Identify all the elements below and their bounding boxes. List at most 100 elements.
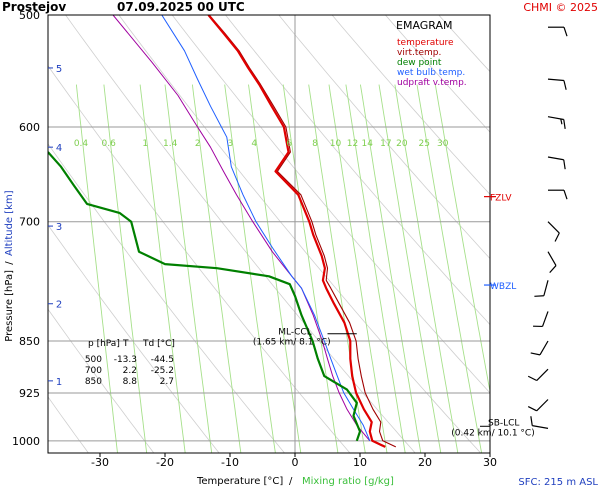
- x-axis-label-sep: /: [289, 476, 293, 487]
- altitude-tick-label: 2: [56, 300, 62, 311]
- dry-adiabat-line: [48, 143, 286, 453]
- table-cell: 2.2: [123, 366, 137, 376]
- mixing-ratio-line: [248, 84, 302, 453]
- dry-adiabat-line: [331, 15, 490, 195]
- mixing-ratio-label: 10: [330, 139, 342, 149]
- mixing-ratio-line: [191, 84, 242, 453]
- dry-adiabat-line: [48, 396, 89, 453]
- tick-labels-group: 0.4 0.6 1 1.4 2 3 4 6 8 10 12 14 17 20 25 3050060070085…: [12, 9, 497, 469]
- sfc-label: SFC: 215 m ASL: [518, 477, 598, 488]
- altitude-tick-label: 3: [56, 222, 62, 233]
- mixing-ratio-label: 4: [251, 139, 257, 149]
- pressure-tick-label: 850: [19, 335, 40, 348]
- wind-barb-staff: [539, 340, 549, 356]
- series-line-dew-point: [48, 151, 362, 442]
- temperature-tick-label: -20: [156, 456, 174, 469]
- mixing-ratio-label: 1.4: [163, 139, 178, 149]
- wind-barb-flag: [530, 416, 533, 426]
- x-axis-label-mixing: Mixing ratio [g/kg]: [302, 476, 394, 487]
- dry-adiabat-line: [384, 15, 490, 133]
- wind-barb-staff: [543, 280, 549, 296]
- level-label: WBZL: [490, 282, 516, 292]
- wind-barb-flag: [549, 265, 557, 274]
- wind-barb-staff: [547, 78, 564, 82]
- series-group: [48, 15, 397, 448]
- altitude-tick-label: 1: [56, 377, 62, 388]
- altitude-tick-label: 5: [56, 64, 62, 75]
- temperature-tick-label: 20: [418, 456, 432, 469]
- temperature-tick-label: -30: [91, 456, 109, 469]
- ccl-info: (1.65 km/ 8.1 °C): [253, 338, 331, 348]
- wind-barb-staff: [547, 156, 564, 161]
- mixing-ratio-line: [378, 84, 442, 453]
- temperature-tick-label: 10: [353, 456, 367, 469]
- wind-barb-flag: [563, 80, 567, 90]
- mixing-ratio-label: 6: [286, 139, 292, 149]
- wind-barb-staff: [532, 425, 549, 429]
- wind-barb: [533, 311, 549, 328]
- temperature-tick-label: 0: [292, 456, 299, 469]
- wind-barb-staff: [541, 311, 549, 327]
- temperature-tick-label: -10: [221, 456, 239, 469]
- dry-adiabat-line: [48, 308, 155, 453]
- lcl-label: SB-LCL: [488, 418, 519, 428]
- credit-label: CHMI © 2025: [523, 1, 598, 14]
- legend-item-wet-bulb: wet bulb temp.: [397, 68, 465, 78]
- pressure-tick-label: 600: [19, 121, 40, 134]
- wind-barb-flag: [554, 232, 560, 242]
- wind-barb: [548, 189, 568, 200]
- wind-barb-flag: [533, 325, 543, 328]
- mixing-ratio-label: 20: [396, 139, 408, 149]
- mixing-ratio-line: [434, 84, 490, 394]
- station-title: Prostejov: [2, 0, 66, 14]
- altitude-tick-label: 4: [56, 143, 62, 154]
- wind-barbs-group: [527, 26, 568, 429]
- legend-item-dew-point: dew point: [397, 58, 442, 68]
- wind-barb-flag: [563, 119, 566, 129]
- table-cell: 8.8: [123, 377, 138, 387]
- mixing-ratio-line: [139, 84, 186, 453]
- grid-lines: [48, 15, 490, 453]
- wind-barb-staff: [536, 368, 549, 381]
- mixing-ratio-line: [328, 84, 388, 453]
- series-line-temperature: [207, 15, 386, 448]
- mixing-ratio-line: [345, 84, 406, 453]
- mixing-ratio-line: [75, 84, 118, 453]
- wind-barb: [548, 26, 568, 37]
- legend-item-virt-temp: virt.temp.: [397, 48, 441, 58]
- series-line-virt-temp: [208, 15, 397, 448]
- mixing-ratio-label: 12: [347, 139, 358, 149]
- dry-adiabat-line: [118, 15, 482, 453]
- table-cell: -25.2: [151, 366, 174, 376]
- mixing-ratio-line: [103, 84, 148, 453]
- pressure-tick-label: 500: [19, 9, 40, 22]
- wind-barb: [547, 116, 566, 129]
- table-cell: 850: [85, 377, 102, 387]
- pressure-tick-label: 1000: [12, 435, 40, 448]
- wind-barb-flag: [534, 295, 544, 297]
- table-header-td: Td [°C]: [142, 339, 175, 349]
- temperature-tick-label: 30: [483, 456, 497, 469]
- wind-barb: [527, 368, 549, 382]
- mixing-ratio-line: [164, 84, 213, 453]
- wind-barb-staff: [547, 221, 560, 234]
- table-cell: 500: [85, 355, 102, 365]
- wind-barb: [527, 399, 549, 412]
- dry-adiabat-line: [171, 15, 490, 394]
- series-clip: [48, 15, 397, 448]
- table-cell: 2.7: [160, 377, 174, 387]
- table-header-t: T: [122, 339, 129, 349]
- dry-adiabat-line: [278, 15, 490, 260]
- mixing-ratio-line: [394, 84, 459, 453]
- grid-group: [48, 15, 490, 453]
- x-axis-label-temperature: Temperature [°C]: [196, 476, 283, 487]
- mixing-ratio-label: 3: [228, 139, 234, 149]
- wind-barb-flag: [563, 159, 566, 170]
- lcl-info: (0.42 km/ 10.1 °C): [451, 428, 534, 438]
- y-axis-title: Pressure [hPa] / Altitude [km]: [4, 190, 15, 341]
- wind-barb-staff: [547, 251, 557, 266]
- mixing-ratio-line: [359, 84, 422, 453]
- wind-barb-staff: [536, 399, 549, 412]
- ccl-label: ML-CCL: [278, 328, 311, 338]
- wind-barb-flag: [527, 406, 537, 412]
